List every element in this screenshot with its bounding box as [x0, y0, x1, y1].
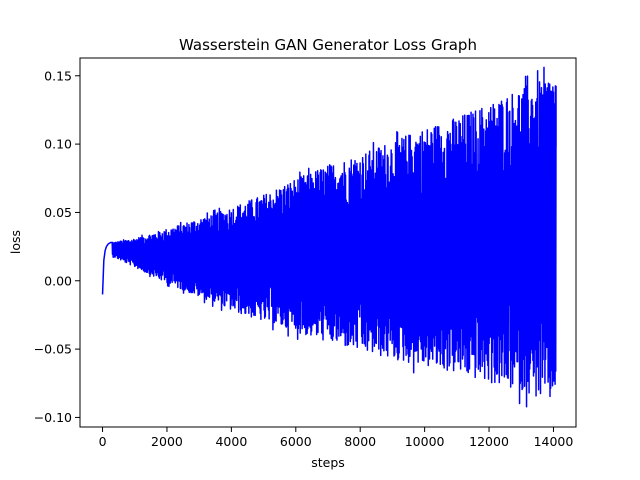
y-tick-label: −0.05: [34, 342, 72, 357]
y-tick-label: 0.10: [44, 137, 72, 152]
x-tick-label: 10000: [405, 434, 445, 449]
y-tick-label: 0.05: [44, 205, 72, 220]
y-axis-label: loss: [8, 230, 23, 254]
x-tick-label: 14000: [534, 434, 574, 449]
x-tick-label: 2000: [151, 434, 183, 449]
y-tick-label: 0.00: [44, 273, 72, 288]
x-axis: 0 2000 4000 6000 8000 10000 12000 14000: [99, 427, 574, 449]
plot-area: [79, 57, 577, 428]
x-axis-label: steps: [311, 455, 345, 470]
axes-frame: [79, 57, 577, 428]
loss-series: [101, 66, 557, 408]
x-tick-label: 4000: [215, 434, 247, 449]
x-tick-label: 12000: [469, 434, 509, 449]
x-tick-label: 8000: [344, 434, 376, 449]
y-tick-label: −0.10: [34, 410, 72, 425]
x-tick-label: 6000: [280, 434, 312, 449]
chart-title: Wasserstein GAN Generator Loss Graph: [179, 36, 477, 54]
y-axis: −0.10 −0.05 0.00 0.05 0.10 0.15: [34, 68, 80, 425]
loss-line: [101, 66, 557, 408]
y-tick-label: 0.15: [44, 68, 72, 83]
x-tick-label: 0: [99, 434, 107, 449]
